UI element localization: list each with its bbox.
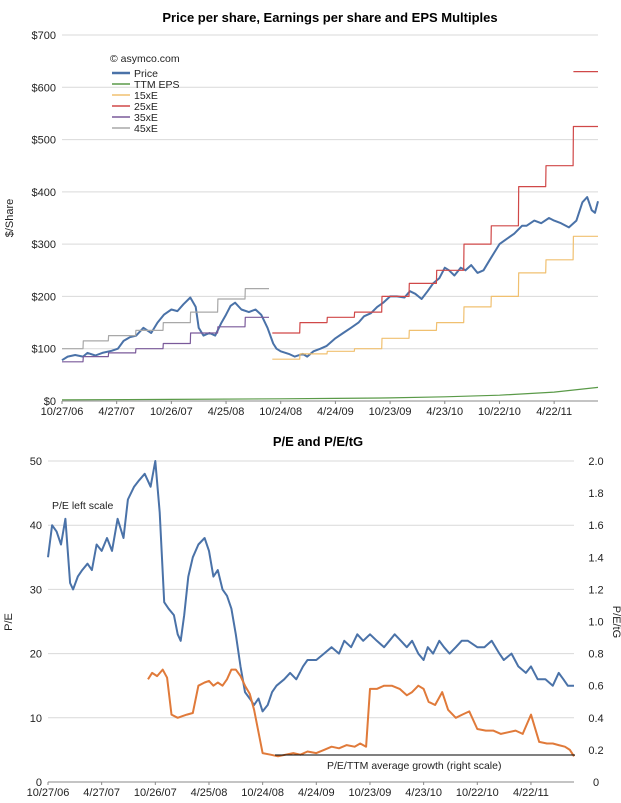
legend-label-price: Price: [134, 68, 158, 80]
top-chart-y-axis-label: $/Share: [4, 199, 16, 238]
legend-label-ttm-eps: TTM EPS: [134, 79, 180, 91]
y2-tick-label: 0: [593, 777, 599, 789]
series-line-p-e: [47, 460, 574, 713]
x-tick-label: 4/25/08: [191, 787, 228, 799]
x-tick-label: 10/22/10: [478, 406, 521, 418]
top-chart: Price per share, Earnings per share and …: [4, 10, 599, 418]
top-chart-title: Price per share, Earnings per share and …: [162, 10, 497, 25]
bottom-chart-right-axis-label: P/E/tG: [610, 606, 621, 638]
x-tick-label: 10/23/09: [369, 406, 412, 418]
y-tick-label: 10: [30, 713, 42, 725]
x-tick-label: 10/27/06: [27, 787, 70, 799]
y-tick-label: 20: [30, 649, 42, 661]
y2-tick-label: 1.4: [588, 552, 603, 564]
series-line-15xe: [272, 235, 598, 360]
top-chart-copyright: © asymco.com: [110, 53, 180, 65]
y-tick-label: 30: [30, 584, 42, 596]
x-tick-label: 10/23/09: [349, 787, 392, 799]
y2-tick-label: 0.8: [588, 649, 603, 661]
y2-tick-label: 1.6: [588, 520, 603, 532]
x-tick-label: 4/23/10: [426, 406, 463, 418]
legend-label-35xe: 35xE: [134, 112, 158, 124]
petg-right-scale-annotation: P/E/TTM average growth (right scale): [327, 760, 501, 772]
bottom-chart-x-tick-labels: 10/27/06 4/27/07 10/26/07 4/25/08 10/24/08 4/…: [27, 782, 549, 799]
bottom-chart-left-axis-label: P/E: [3, 613, 15, 631]
series-line-35xe: [62, 316, 269, 363]
top-chart-x-tick-labels: 10/27/06 4/27/07 10/26/07 4/25/08 10/24/08 4/…: [41, 401, 572, 418]
legend-label-15xe: 15xE: [134, 90, 158, 102]
top-chart-series: [61, 70, 599, 401]
x-tick-label: 4/23/10: [405, 787, 442, 799]
y2-tick-label: 1.0: [588, 617, 603, 629]
x-tick-label: 4/27/07: [83, 787, 120, 799]
series-line-price: [61, 196, 599, 362]
y-tick-label: 0: [36, 777, 42, 789]
y-tick-label: 50: [30, 456, 42, 468]
x-tick-label: 10/24/08: [241, 787, 284, 799]
x-tick-label: 10/27/06: [41, 406, 84, 418]
bottom-chart: P/E and P/E/tG 0 10 20 30 40 50 0 0.2 0.4 0.6 0.8…: [3, 434, 621, 799]
y-tick-label: $300: [32, 239, 56, 251]
x-tick-label: 4/24/09: [317, 406, 354, 418]
bottom-chart-series: [47, 460, 575, 758]
y2-tick-label: 1.8: [588, 488, 603, 500]
y-tick-label: $600: [32, 82, 56, 94]
x-tick-label: 4/22/11: [536, 406, 572, 418]
bottom-chart-left-tick-labels: 0 10 20 30 40 50: [30, 456, 42, 789]
x-tick-label: 10/26/07: [150, 406, 193, 418]
legend-label-45xe: 45xE: [134, 123, 158, 135]
y-tick-label: $200: [32, 291, 56, 303]
bottom-chart-right-tick-labels: 0 0.2 0.4 0.6 0.8 1.0 1.2 1.4 1.6 1.8 2.0: [588, 456, 603, 789]
legend-label-25xe: 25xE: [134, 101, 158, 113]
y-tick-label: $400: [32, 187, 56, 199]
series-line-25xe: [272, 125, 598, 334]
x-tick-label: 10/24/08: [259, 406, 302, 418]
x-tick-label: 4/24/09: [298, 787, 335, 799]
y-tick-label: $100: [32, 344, 56, 356]
y2-tick-label: 0.4: [588, 713, 603, 725]
series-line-45xe: [62, 288, 269, 350]
y-tick-label: $500: [32, 135, 56, 147]
y-tick-label: $0: [44, 396, 56, 408]
x-tick-label: 4/22/11: [513, 787, 549, 799]
x-tick-label: 10/22/10: [456, 787, 499, 799]
y2-tick-label: 1.2: [588, 584, 603, 596]
x-tick-label: 4/27/07: [98, 406, 135, 418]
y2-tick-label: 0.2: [588, 745, 603, 757]
x-tick-label: 10/26/07: [134, 787, 177, 799]
top-chart-y-tick-labels: $0 $100 $200 $300 $400 $500 $600 $700: [32, 30, 56, 408]
y2-tick-label: 2.0: [588, 456, 603, 468]
bottom-chart-gridlines: [48, 460, 574, 783]
y-tick-label: 40: [30, 520, 42, 532]
y-tick-label: $700: [32, 30, 56, 42]
series-line-ttm-eps: [61, 386, 599, 401]
bottom-chart-title: P/E and P/E/tG: [273, 434, 363, 449]
pe-left-scale-annotation: P/E left scale: [52, 500, 113, 512]
series-line-p-e-tg: [147, 668, 575, 758]
x-tick-label: 4/25/08: [208, 406, 245, 418]
y2-tick-label: 0.6: [588, 681, 603, 693]
